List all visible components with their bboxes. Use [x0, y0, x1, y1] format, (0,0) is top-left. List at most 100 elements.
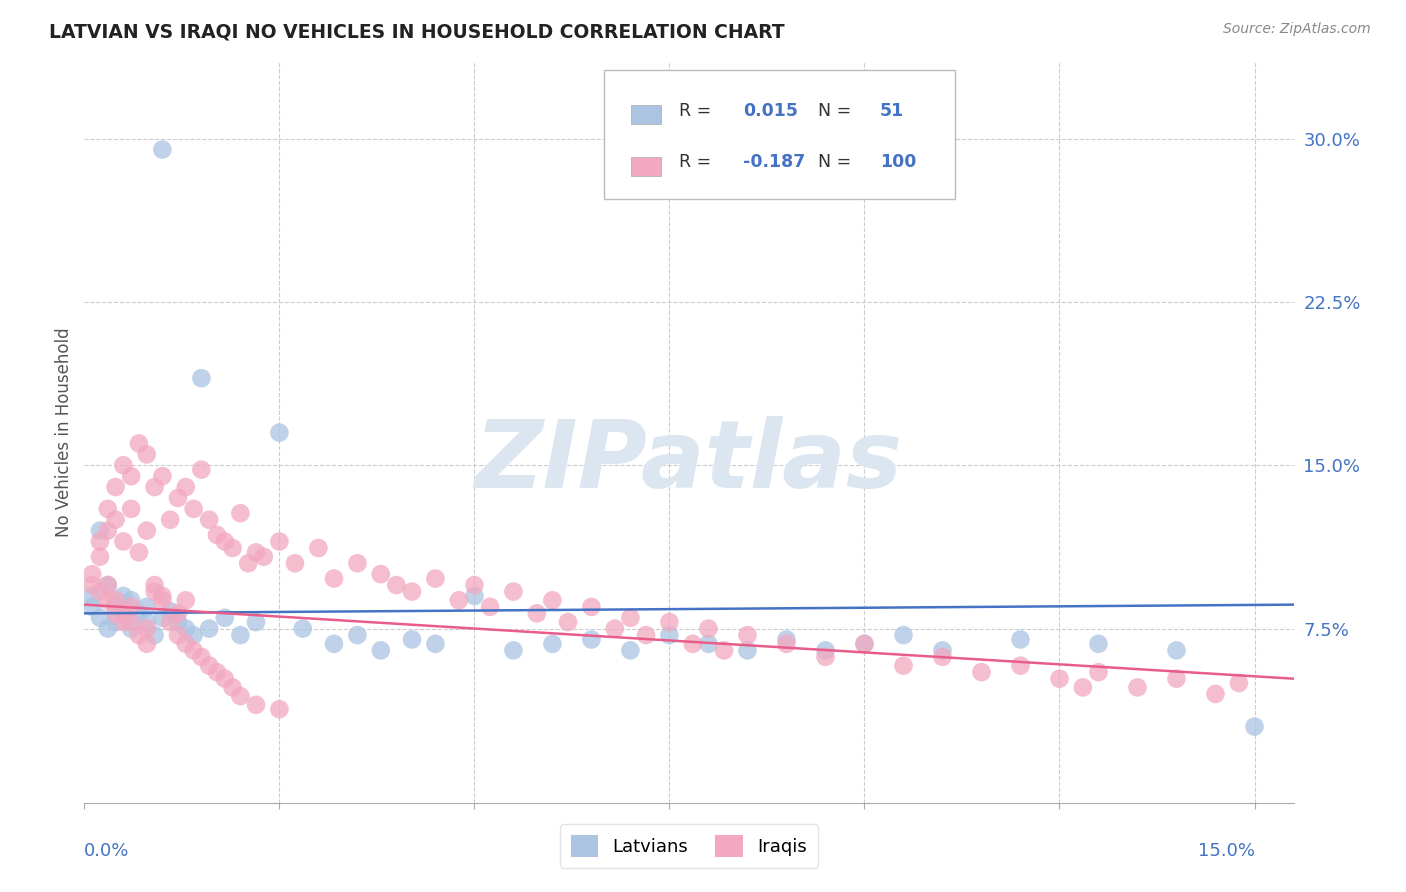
Point	[658, 615, 681, 629]
Point	[401, 632, 423, 647]
Point	[112, 458, 135, 473]
Point	[143, 584, 166, 599]
Point	[931, 643, 953, 657]
Point	[253, 549, 276, 564]
Point	[713, 643, 735, 657]
Point	[526, 607, 548, 621]
Point	[205, 665, 228, 680]
Point	[370, 567, 392, 582]
Point	[221, 541, 243, 555]
Point	[190, 462, 212, 476]
Point	[682, 637, 704, 651]
Point	[1126, 681, 1149, 695]
Point	[97, 524, 120, 538]
Point	[174, 637, 197, 651]
Point	[1010, 632, 1032, 647]
Point	[89, 534, 111, 549]
Point	[245, 698, 267, 712]
Point	[128, 628, 150, 642]
Point	[120, 615, 142, 629]
Point	[737, 643, 759, 657]
Point	[150, 589, 173, 603]
Point	[167, 615, 190, 629]
Point	[269, 534, 291, 549]
Point	[104, 593, 127, 607]
Point	[128, 545, 150, 559]
Point	[502, 643, 524, 657]
Point	[425, 637, 447, 651]
Point	[853, 637, 876, 651]
Point	[89, 611, 111, 625]
Point	[120, 622, 142, 636]
Point	[135, 447, 157, 461]
Point	[167, 607, 190, 621]
Point	[401, 584, 423, 599]
Point	[447, 593, 470, 607]
Point	[143, 480, 166, 494]
Point	[150, 469, 173, 483]
Point	[183, 643, 205, 657]
Point	[159, 513, 181, 527]
Point	[737, 628, 759, 642]
Point	[82, 599, 104, 614]
Point	[82, 589, 104, 603]
Point	[174, 593, 197, 607]
Text: 0.0%: 0.0%	[84, 842, 129, 860]
Point	[104, 480, 127, 494]
Point	[135, 524, 157, 538]
Y-axis label: No Vehicles in Household: No Vehicles in Household	[55, 327, 73, 538]
Point	[229, 689, 252, 703]
Text: 51: 51	[880, 102, 904, 120]
Point	[541, 593, 564, 607]
Point	[190, 371, 212, 385]
Point	[463, 578, 485, 592]
Point	[183, 501, 205, 516]
Point	[159, 615, 181, 629]
Point	[174, 622, 197, 636]
Point	[214, 534, 236, 549]
Point	[238, 556, 260, 570]
Text: 0.015: 0.015	[744, 102, 799, 120]
Point	[775, 637, 797, 651]
Point	[502, 584, 524, 599]
Point	[82, 567, 104, 582]
Point	[541, 637, 564, 651]
Point	[112, 607, 135, 621]
Point	[89, 584, 111, 599]
Point	[104, 607, 127, 621]
FancyBboxPatch shape	[631, 105, 661, 124]
Text: LATVIAN VS IRAQI NO VEHICLES IN HOUSEHOLD CORRELATION CHART: LATVIAN VS IRAQI NO VEHICLES IN HOUSEHOL…	[49, 22, 785, 41]
Point	[814, 649, 837, 664]
Point	[167, 491, 190, 505]
Text: ZIPatlas: ZIPatlas	[475, 417, 903, 508]
Point	[970, 665, 993, 680]
Text: 15.0%: 15.0%	[1198, 842, 1254, 860]
Point	[581, 632, 603, 647]
Point	[135, 637, 157, 651]
Point	[150, 611, 173, 625]
Point	[104, 615, 127, 629]
Point	[697, 622, 720, 636]
Point	[89, 524, 111, 538]
Point	[1010, 658, 1032, 673]
Point	[1087, 665, 1109, 680]
Point	[1243, 720, 1265, 734]
Point	[135, 622, 157, 636]
Point	[323, 572, 346, 586]
Point	[581, 599, 603, 614]
Point	[291, 622, 314, 636]
Point	[112, 615, 135, 629]
Point	[1227, 676, 1250, 690]
Text: N =: N =	[807, 102, 858, 120]
Point	[245, 545, 267, 559]
Point	[245, 615, 267, 629]
Point	[97, 622, 120, 636]
FancyBboxPatch shape	[605, 70, 955, 200]
Point	[198, 658, 221, 673]
Point	[1071, 681, 1094, 695]
Point	[269, 702, 291, 716]
Point	[97, 501, 120, 516]
Point	[150, 593, 173, 607]
Point	[214, 611, 236, 625]
Text: 100: 100	[880, 153, 917, 171]
